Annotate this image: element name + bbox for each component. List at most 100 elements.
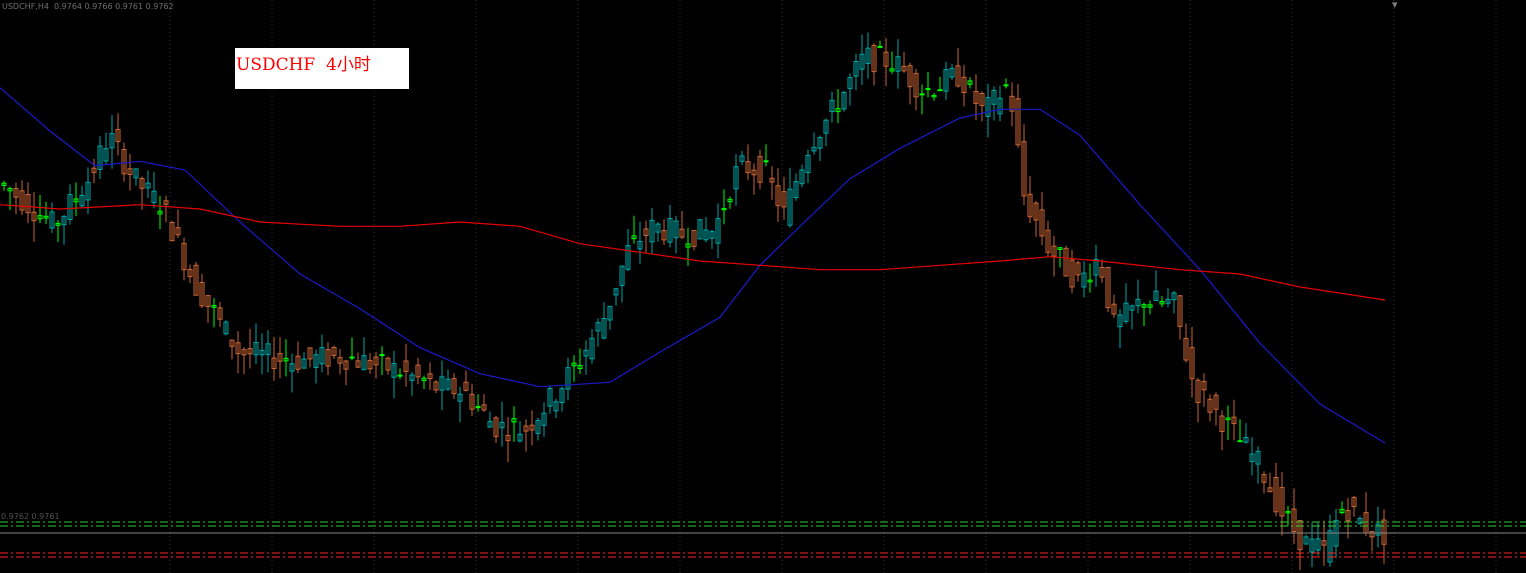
- candle-body: [547, 387, 553, 407]
- candle-body: [1051, 245, 1057, 257]
- candle-body: [97, 145, 103, 170]
- candle-body: [1087, 279, 1093, 283]
- candle-body: [1003, 84, 1009, 87]
- candle-body: [349, 356, 355, 359]
- candle-body: [1063, 247, 1069, 277]
- candle-body: [907, 65, 913, 88]
- candle-body: [163, 200, 169, 205]
- candle-body: [385, 357, 391, 371]
- candle-body: [151, 190, 157, 204]
- candle-body: [433, 381, 439, 391]
- candle-body: [337, 357, 343, 364]
- candle-body: [13, 188, 19, 198]
- candle-body: [517, 433, 523, 442]
- candle-body: [1309, 538, 1315, 553]
- candle-body: [811, 146, 817, 152]
- candle-body: [391, 363, 397, 378]
- candle-body: [967, 80, 973, 85]
- candle-body: [1207, 398, 1213, 413]
- candle-body: [1231, 416, 1237, 425]
- candle-body: [373, 356, 379, 366]
- candle-body: [571, 362, 577, 367]
- candle-body: [613, 288, 619, 296]
- candle-body: [775, 185, 781, 207]
- candle-body: [445, 378, 451, 390]
- candle-body: [607, 305, 613, 321]
- candle-body: [1255, 450, 1261, 465]
- candle-body: [439, 376, 445, 391]
- candle-body: [877, 45, 883, 48]
- candle-body: [1159, 301, 1165, 305]
- candle-body: [1009, 95, 1015, 112]
- candle-body: [583, 349, 589, 357]
- candle-body: [1, 182, 7, 186]
- candle-body: [115, 128, 121, 143]
- candle-body: [313, 354, 319, 368]
- candle-body: [565, 367, 571, 390]
- candle-body: [817, 137, 823, 149]
- chart-label-box[interactable]: USDCHF 4小时: [235, 48, 409, 89]
- candle-body: [595, 322, 601, 332]
- candle-body: [871, 44, 877, 73]
- candle-body: [1171, 292, 1177, 301]
- candle-body: [475, 406, 481, 409]
- candle-body: [283, 357, 289, 362]
- candle-body: [493, 417, 499, 437]
- candle-body: [1291, 508, 1297, 533]
- candle-body: [229, 339, 235, 347]
- candle-body: [43, 215, 49, 219]
- candle-body: [169, 222, 175, 242]
- candle-body: [367, 360, 373, 370]
- candle-body: [25, 194, 31, 214]
- candle-body: [1273, 477, 1279, 513]
- candle-body: [1141, 304, 1147, 308]
- ma-slow-line: [0, 204, 1386, 301]
- candle-body: [1165, 298, 1171, 304]
- candle-body: [121, 149, 127, 175]
- candle-body: [649, 219, 655, 243]
- candle-body: [271, 357, 277, 370]
- candle-body: [1147, 304, 1153, 308]
- candle-body: [379, 354, 385, 357]
- candle-body: [1081, 272, 1087, 288]
- candle-body: [1117, 314, 1123, 328]
- level-tag: 0.9762 0.9761: [1, 512, 60, 521]
- candle-body: [913, 72, 919, 98]
- candle-body: [829, 99, 835, 113]
- candle-body: [1315, 538, 1321, 551]
- candle-body: [469, 393, 475, 410]
- candle-body: [835, 108, 841, 113]
- candle-body: [655, 223, 661, 233]
- candle-body: [1135, 298, 1141, 307]
- candle-body: [961, 76, 967, 93]
- candle-body: [427, 373, 433, 380]
- candle-body: [637, 240, 643, 250]
- candle-body: [241, 349, 247, 356]
- candle-body: [85, 181, 91, 201]
- candle-body: [1099, 266, 1105, 278]
- candle-body: [31, 211, 37, 222]
- scroll-arrow-icon[interactable]: ▾: [1392, 0, 1398, 11]
- candle-body: [67, 194, 73, 221]
- candle-body: [553, 401, 559, 412]
- candle-body: [991, 89, 997, 105]
- candle-body: [1303, 536, 1309, 545]
- candle-body: [1345, 510, 1351, 522]
- candle-body: [619, 265, 625, 287]
- candle-body: [691, 229, 697, 247]
- candle-body: [973, 91, 979, 104]
- candle-body: [73, 198, 79, 203]
- candle-body: [787, 188, 793, 226]
- candle-body: [109, 133, 115, 149]
- candle-body: [7, 187, 13, 192]
- candle-body: [739, 155, 745, 162]
- candle-body: [847, 77, 853, 89]
- candle-body: [853, 61, 859, 77]
- candle-body: [979, 92, 985, 107]
- candle-body: [895, 56, 901, 72]
- candle-body: [361, 355, 367, 371]
- candle-body: [325, 349, 331, 367]
- candle-body: [721, 208, 727, 211]
